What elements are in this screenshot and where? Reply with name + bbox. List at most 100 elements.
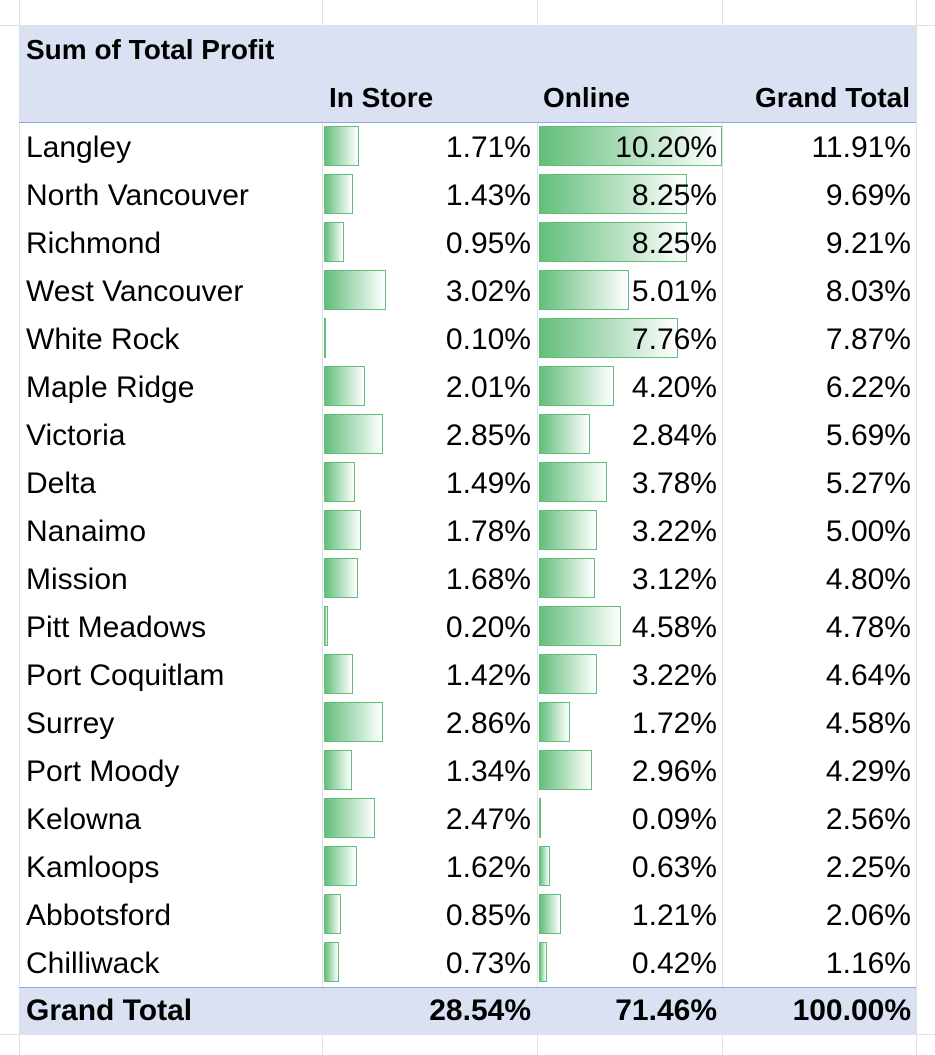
- grand-total-label[interactable]: Grand Total: [26, 994, 193, 1027]
- in-store-value[interactable]: 1.49%: [445, 467, 531, 500]
- online-value[interactable]: 1.72%: [631, 707, 717, 740]
- online-value[interactable]: 3.22%: [631, 515, 717, 548]
- grand-total-value[interactable]: 4.58%: [825, 707, 911, 740]
- in-store-data-bar: [324, 510, 361, 550]
- row-label-city[interactable]: Mission: [26, 563, 128, 596]
- in-store-value[interactable]: 0.95%: [445, 227, 531, 260]
- in-store-value[interactable]: 3.02%: [445, 275, 531, 308]
- row-label-city[interactable]: Kamloops: [26, 851, 160, 884]
- online-value[interactable]: 3.22%: [631, 659, 717, 692]
- in-store-value[interactable]: 1.43%: [445, 179, 531, 212]
- in-store-value[interactable]: 1.62%: [445, 851, 531, 884]
- column-header-in-store[interactable]: In Store: [329, 82, 434, 113]
- grand-total-row: Grand Total 28.54% 71.46% 100.00%: [19, 987, 916, 1035]
- online-value[interactable]: 2.84%: [631, 419, 717, 452]
- row-label-city[interactable]: Abbotsford: [26, 899, 172, 932]
- online-data-bar: [539, 270, 629, 310]
- table-row: Victoria 2.85% 2.84% 5.69%: [19, 411, 916, 459]
- in-store-value[interactable]: 0.20%: [445, 611, 531, 644]
- in-store-data-bar: [324, 702, 383, 742]
- online-data-bar: [539, 414, 590, 454]
- grand-total-value[interactable]: 6.22%: [825, 371, 911, 404]
- table-row: Port Coquitlam 1.42% 3.22% 4.64%: [19, 651, 916, 699]
- table-row: Maple Ridge 2.01% 4.20% 6.22%: [19, 363, 916, 411]
- in-store-value[interactable]: 1.71%: [445, 131, 531, 164]
- grand-total-value[interactable]: 11.91%: [811, 131, 911, 164]
- row-label-city[interactable]: Kelowna: [26, 803, 142, 836]
- grand-total-value[interactable]: 2.25%: [825, 851, 911, 884]
- row-label-city[interactable]: Nanaimo: [26, 515, 147, 548]
- row-label-city[interactable]: Richmond: [26, 227, 162, 260]
- row-label-city[interactable]: Victoria: [26, 419, 126, 452]
- in-store-value[interactable]: 0.73%: [445, 947, 531, 980]
- grand-total-value[interactable]: 4.29%: [825, 755, 911, 788]
- in-store-value[interactable]: 2.47%: [445, 803, 531, 836]
- online-value[interactable]: 8.25%: [631, 227, 717, 260]
- in-store-value[interactable]: 0.10%: [445, 323, 531, 356]
- row-label-city[interactable]: Surrey: [26, 707, 115, 740]
- row-label-city[interactable]: North Vancouver: [26, 179, 249, 212]
- grand-total-in-store[interactable]: 28.54%: [429, 994, 531, 1027]
- online-value[interactable]: 2.96%: [631, 755, 717, 788]
- grand-total-value[interactable]: 1.16%: [825, 947, 911, 980]
- grand-total-value[interactable]: 4.64%: [825, 659, 911, 692]
- online-value[interactable]: 4.20%: [631, 371, 717, 404]
- table-row: Chilliwack 0.73% 0.42% 1.16%: [19, 939, 916, 987]
- grand-total-value[interactable]: 7.87%: [825, 323, 911, 356]
- in-store-value[interactable]: 0.85%: [445, 899, 531, 932]
- in-store-value[interactable]: 1.34%: [445, 755, 531, 788]
- online-value[interactable]: 0.09%: [631, 803, 717, 836]
- row-label-city[interactable]: White Rock: [26, 323, 180, 356]
- grand-total-value[interactable]: 5.69%: [825, 419, 911, 452]
- column-header-grand-total[interactable]: Grand Total: [754, 82, 910, 113]
- in-store-value[interactable]: 1.78%: [445, 515, 531, 548]
- in-store-value[interactable]: 2.85%: [445, 419, 531, 452]
- online-value[interactable]: 10.20%: [615, 131, 717, 164]
- in-store-value[interactable]: 1.68%: [445, 563, 531, 596]
- in-store-value[interactable]: 2.01%: [445, 371, 531, 404]
- table-row: Pitt Meadows 0.20% 4.58% 4.78%: [19, 603, 916, 651]
- online-value[interactable]: 0.63%: [631, 851, 717, 884]
- online-value[interactable]: 4.58%: [631, 611, 717, 644]
- table-row: Langley 1.71% 10.20% 11.91%: [19, 123, 916, 171]
- gridline: [0, 25, 935, 26]
- in-store-data-bar: [324, 366, 366, 406]
- column-header-online[interactable]: Online: [543, 82, 631, 113]
- row-label-city[interactable]: Port Moody: [26, 755, 180, 788]
- row-label-city[interactable]: Langley: [26, 131, 132, 164]
- grand-total-value[interactable]: 8.03%: [825, 275, 911, 308]
- online-value[interactable]: 0.42%: [631, 947, 717, 980]
- grand-total-value[interactable]: 9.21%: [825, 227, 911, 260]
- online-value[interactable]: 1.21%: [631, 899, 717, 932]
- grand-total-value[interactable]: 5.27%: [825, 467, 911, 500]
- row-label-city[interactable]: West Vancouver: [26, 275, 244, 308]
- table-row: Kamloops 1.62% 0.63% 2.25%: [19, 843, 916, 891]
- online-value[interactable]: 8.25%: [631, 179, 717, 212]
- row-label-city[interactable]: Chilliwack: [26, 947, 160, 980]
- row-label-city[interactable]: Port Coquitlam: [26, 659, 225, 692]
- in-store-value[interactable]: 2.86%: [445, 707, 531, 740]
- grand-total-grand-total[interactable]: 100.00%: [792, 994, 911, 1027]
- online-data-bar: [539, 942, 547, 982]
- in-store-data-bar: [324, 174, 354, 214]
- grand-total-value[interactable]: 9.69%: [825, 179, 911, 212]
- grand-total-value[interactable]: 2.06%: [825, 899, 911, 932]
- grand-total-value[interactable]: 2.56%: [825, 803, 911, 836]
- in-store-data-bar: [324, 558, 359, 598]
- in-store-value[interactable]: 1.42%: [445, 659, 531, 692]
- in-store-data-bar: [324, 750, 352, 790]
- row-label-city[interactable]: Pitt Meadows: [26, 611, 207, 644]
- grand-total-value[interactable]: 5.00%: [825, 515, 911, 548]
- online-value[interactable]: 3.78%: [631, 467, 717, 500]
- row-label-city[interactable]: Delta: [26, 467, 97, 500]
- online-value[interactable]: 5.01%: [631, 275, 717, 308]
- online-value[interactable]: 7.76%: [631, 323, 717, 356]
- grand-total-value[interactable]: 4.78%: [825, 611, 911, 644]
- row-label-city[interactable]: Maple Ridge: [26, 371, 195, 404]
- online-value[interactable]: 3.12%: [631, 563, 717, 596]
- in-store-data-bar: [324, 270, 386, 310]
- grand-total-online[interactable]: 71.46%: [615, 994, 717, 1027]
- online-data-bar: [539, 894, 561, 934]
- grand-total-value[interactable]: 4.80%: [825, 563, 911, 596]
- pivot-title[interactable]: Sum of Total Profit: [26, 34, 275, 65]
